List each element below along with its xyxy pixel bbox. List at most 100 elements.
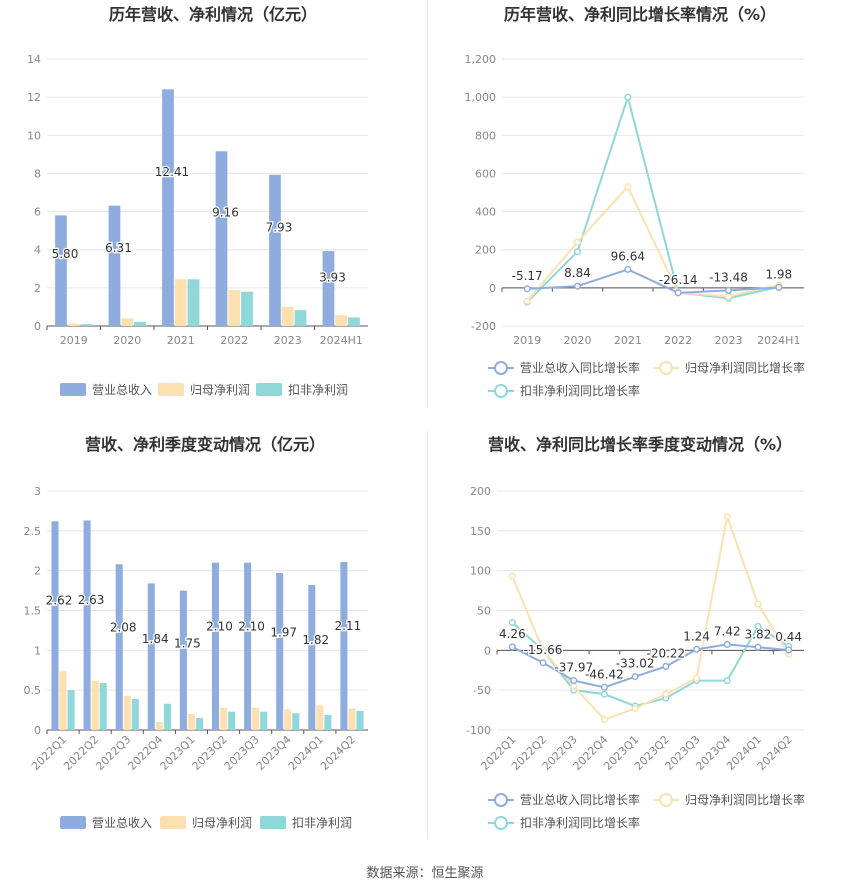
y-tick-label: 0.5 (24, 684, 42, 697)
bar-data-label: 1.97 (270, 626, 297, 640)
series-point (723, 677, 731, 685)
x-tick-label: 2019 (513, 334, 541, 347)
data-source-note: 数据来源：恒生聚源 (366, 866, 484, 881)
bar-data-label: 1.82 (302, 633, 329, 647)
y-tick-label: 100 (470, 565, 491, 578)
series-point (539, 659, 547, 667)
line-data-label: 3.82 (745, 627, 772, 641)
legend-item[interactable]: 归母净利润同比增长率 (653, 792, 805, 807)
legend-swatch-marker (659, 793, 673, 807)
legend-item[interactable]: 扣非净利润同比增长率 (488, 815, 640, 830)
legend-item[interactable]: 扣非净利润 (260, 816, 352, 830)
line-data-label: -20.22 (647, 646, 686, 660)
legend-swatch-marker (659, 361, 673, 375)
x-tick-label: 2023 (274, 334, 302, 347)
y-tick-label: 200 (475, 244, 496, 257)
x-tick-label: 2019 (60, 334, 88, 347)
line-data-label: 4.26 (499, 627, 526, 641)
y-tick-label: 0 (484, 644, 491, 657)
y-tick-label: -50 (473, 684, 491, 697)
bar-revenue (340, 561, 348, 730)
series-point (624, 265, 632, 273)
bar-deducted-profit (324, 714, 332, 730)
y-tick-label: 2.5 (24, 525, 42, 538)
y-tick-label: 2 (34, 282, 41, 295)
y-tick-label: 12 (27, 91, 41, 104)
legend-item[interactable]: 扣非净利润同比增长率 (488, 383, 640, 398)
legend-item[interactable]: 归母净利润 (158, 383, 250, 397)
bar-data-label: 5.80 (52, 247, 79, 261)
line-data-label: -26.14 (659, 273, 698, 287)
line-data-label: 1.24 (683, 629, 710, 643)
bar-net-profit (220, 707, 228, 730)
bar-revenue (115, 564, 123, 730)
bar-net-profit (228, 290, 241, 326)
legend-label: 营业总收入同比增长率 (520, 792, 640, 807)
line-data-label: -13.48 (709, 270, 748, 284)
bar-deducted-profit (163, 703, 171, 730)
series-line-1 (526, 185, 780, 302)
legend-item[interactable]: 营业总收入同比增长率 (488, 792, 640, 807)
bar-net-profit (348, 708, 356, 730)
series-point (624, 183, 632, 191)
bar-data-label: 2.63 (78, 593, 105, 607)
bar-data-label: 2.11 (335, 619, 362, 633)
y-tick-label: 0 (489, 282, 496, 295)
bar-revenue (211, 562, 220, 730)
legend-item[interactable]: 归母净利润同比增长率 (653, 360, 805, 375)
x-tick-label: 2023 (715, 334, 743, 347)
bar-net-profit (59, 671, 67, 730)
legend-swatch (256, 383, 282, 396)
bar-data-label: 1.84 (142, 632, 169, 646)
y-tick-label: 150 (470, 525, 491, 538)
series-point (570, 682, 578, 690)
line-data-label: -46.42 (585, 667, 624, 681)
x-tick-label: 2020 (564, 334, 592, 347)
bar-revenue (51, 521, 59, 730)
bar-data-label: 1.75 (174, 637, 201, 651)
bar-net-profit (281, 306, 294, 326)
chart-title: 历年营收、净利情况（亿元） (109, 5, 317, 24)
series-point (573, 238, 582, 246)
y-tick-label: 1,000 (465, 91, 497, 104)
legend-item[interactable]: 营业总收入 (60, 816, 152, 830)
bar-net-profit (121, 318, 134, 326)
y-tick-label: 8 (34, 167, 41, 180)
y-tick-label: 10 (27, 129, 41, 142)
series-point (600, 690, 609, 698)
y-tick-label: 0 (34, 724, 41, 737)
bar-net-profit (67, 323, 80, 326)
bar-data-label: 7.93 (266, 221, 293, 235)
bar-deducted-profit (348, 317, 360, 326)
legend-swatch (60, 816, 86, 829)
x-tick-label: 2020 (113, 334, 141, 347)
line-data-label: -33.02 (616, 657, 655, 671)
legend-label: 归母净利润同比增长率 (685, 360, 805, 375)
series-point (600, 716, 609, 724)
line-data-label: 8.84 (564, 266, 591, 280)
y-tick-label: 3 (34, 485, 41, 498)
series-point (523, 297, 531, 305)
bar-deducted-profit (228, 711, 236, 730)
legend-item[interactable]: 营业总收入 (60, 383, 152, 397)
bar-deducted-profit (131, 698, 139, 730)
series-point (573, 282, 582, 290)
bar-deducted-profit (356, 710, 364, 730)
line-data-label: -37.97 (554, 661, 593, 675)
legend-item[interactable]: 扣非净利润 (256, 383, 348, 397)
bar-net-profit (123, 695, 131, 730)
series-line-1 (511, 512, 790, 721)
line-data-label: 0.44 (775, 630, 802, 644)
y-tick-label: 14 (27, 53, 41, 66)
legend-item[interactable]: 归母净利润 (160, 816, 252, 830)
bar-data-label: 2.62 (46, 594, 73, 608)
bar-revenue (269, 174, 281, 326)
legend-swatch-marker (494, 384, 508, 398)
series-point (724, 292, 733, 300)
y-tick-label: -100 (466, 724, 491, 737)
series-point (631, 704, 639, 713)
bar-net-profit (91, 680, 99, 730)
series-point (523, 285, 531, 293)
legend-item[interactable]: 营业总收入同比增长率 (488, 360, 640, 375)
series-point (508, 618, 516, 627)
